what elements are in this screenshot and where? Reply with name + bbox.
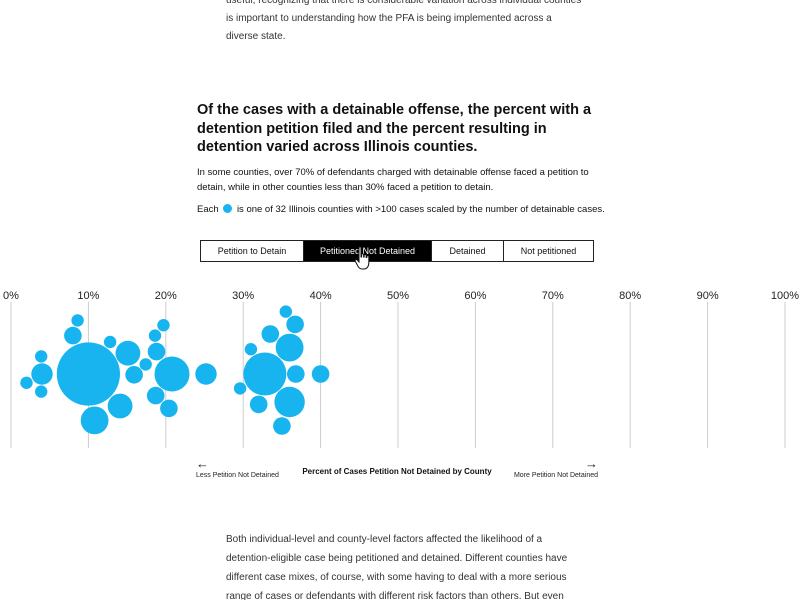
tab-not-petitioned[interactable]: Not petitioned xyxy=(504,241,593,261)
x-tick-label: 90% xyxy=(697,290,719,302)
x-axis-ticks: 0% 10% 20% 30% 40% 50% 60% 70% 80% 90% 100% xyxy=(3,290,799,302)
county-bubble[interactable] xyxy=(160,399,178,418)
hand-cursor-icon xyxy=(354,246,370,270)
county-bubble[interactable] xyxy=(139,358,152,371)
x-tick-label: 20% xyxy=(155,290,177,302)
county-bubble[interactable] xyxy=(249,395,268,414)
x-tick-label: 40% xyxy=(310,290,332,302)
county-bubble[interactable] xyxy=(233,382,247,395)
x-tick-label: 100% xyxy=(771,290,799,302)
county-bubble[interactable] xyxy=(148,329,162,342)
county-bubble[interactable] xyxy=(244,343,258,356)
county-bubble[interactable] xyxy=(286,315,304,334)
county-bubble[interactable] xyxy=(64,326,82,345)
county-bubble[interactable] xyxy=(35,385,48,398)
county-bubble[interactable] xyxy=(107,393,133,419)
county-bubble[interactable] xyxy=(31,363,53,385)
intro-line: diverse state. xyxy=(226,31,286,42)
more-label: More Petition Not Detained xyxy=(513,472,598,479)
tab-petition-to-detain[interactable]: Petition to Detain xyxy=(201,241,304,261)
county-bubble[interactable] xyxy=(125,366,143,384)
x-tick-label: 60% xyxy=(464,290,486,302)
legend-suffix: is one of 32 Illinois counties with >100… xyxy=(236,204,605,215)
county-bubble[interactable] xyxy=(154,356,190,392)
county-bubble[interactable] xyxy=(56,342,120,406)
x-axis-title: Percent of Cases Petition Not Detained b… xyxy=(302,467,492,476)
county-bubble[interactable] xyxy=(261,325,280,343)
intro-line: useful, recognizing that there is consid… xyxy=(226,0,582,6)
x-tick-label: 0% xyxy=(3,290,19,302)
x-tick-label: 50% xyxy=(387,290,409,302)
county-bubble[interactable] xyxy=(157,319,170,332)
intro-line: is important to understanding how the PF… xyxy=(226,13,552,24)
county-bubble[interactable] xyxy=(311,365,330,383)
x-tick-label: 70% xyxy=(542,290,564,302)
county-bubble[interactable] xyxy=(35,350,48,363)
tab-detained[interactable]: Detained xyxy=(432,241,504,261)
metric-tab-bar: Petition to Detain Petitioned Not Detain… xyxy=(200,240,594,262)
right-arrow-icon: → xyxy=(585,456,598,471)
legend-note: Each is one of 32 Illinois counties with… xyxy=(197,203,617,217)
x-tick-label: 10% xyxy=(77,290,99,302)
county-bubble[interactable] xyxy=(274,386,305,418)
county-bubble-chart: 0% 10% 20% 30% 40% 50% 60% 70% 80% 90% 100% xyxy=(3,290,799,448)
body-paragraph: Both individual-level and county-level f… xyxy=(226,534,568,600)
county-bubble[interactable] xyxy=(279,305,292,318)
county-bubble[interactable] xyxy=(195,363,217,385)
county-bubble[interactable] xyxy=(115,340,141,366)
section-description: In some counties, over 70% of defendants… xyxy=(197,167,589,193)
intro-paragraph: useful, recognizing that there is consid… xyxy=(226,0,586,46)
legend-prefix: Each xyxy=(197,204,219,215)
tab-petitioned-not-detained[interactable]: Petitioned Not Detained xyxy=(304,241,432,261)
county-bubble[interactable] xyxy=(275,333,304,362)
county-bubble[interactable] xyxy=(80,406,109,435)
less-label: Less Petition Not Detained xyxy=(196,472,279,479)
county-bubble[interactable] xyxy=(273,417,291,435)
county-bubble[interactable] xyxy=(287,365,305,383)
county-bubble[interactable] xyxy=(71,314,84,327)
axis-caption: ← → Percent of Cases Petition Not Detain… xyxy=(196,456,600,482)
section-title: Of the cases with a detainable offense, … xyxy=(197,102,592,155)
x-tick-label: 30% xyxy=(232,290,254,302)
county-bubble[interactable] xyxy=(103,335,117,349)
county-bubble[interactable] xyxy=(147,342,166,361)
county-bubbles xyxy=(20,305,330,435)
left-arrow-icon: ← xyxy=(196,456,209,471)
county-bubble[interactable] xyxy=(146,386,165,405)
x-tick-label: 80% xyxy=(619,290,641,302)
county-bubble-icon xyxy=(223,204,233,213)
county-bubble[interactable] xyxy=(243,352,287,396)
county-bubble[interactable] xyxy=(20,376,33,389)
